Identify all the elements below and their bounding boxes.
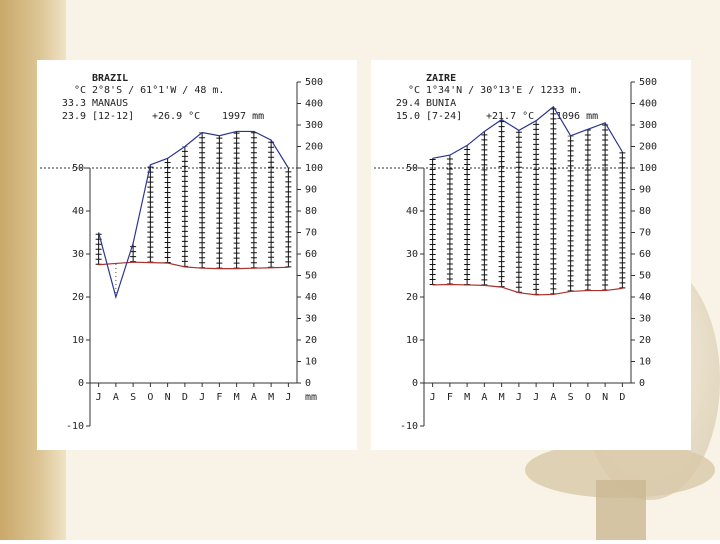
x-tick-label: A xyxy=(481,392,487,403)
x-tick-label: F xyxy=(216,392,222,403)
y2-tick-label: 30 xyxy=(639,314,651,325)
location: 2°8'S / 61°1'W / 48 m. xyxy=(92,85,224,96)
annual-temp: +21.7 °C xyxy=(486,111,534,122)
temperature-line xyxy=(432,283,623,296)
x-tick-label: J xyxy=(96,392,102,403)
x-tick-label: M xyxy=(234,392,240,403)
annual-precip: 1997 mm xyxy=(222,111,264,122)
y-tick-label: 20 xyxy=(406,292,418,303)
y2-tick-label: 50 xyxy=(305,271,317,282)
chart-title: ZAIRE xyxy=(426,73,456,84)
y2-tick-label: 200 xyxy=(305,142,323,153)
x-tick-label: S xyxy=(568,392,574,403)
precipitation-line xyxy=(432,105,623,159)
y-tick-label: 30 xyxy=(72,249,84,260)
y-tick-label: -10 xyxy=(400,421,418,432)
y-tick-label: 40 xyxy=(406,206,418,217)
x-tick-label: A xyxy=(251,392,257,403)
y2-tick-label: 90 xyxy=(305,185,317,196)
station: MANAUS xyxy=(92,98,128,109)
temperature-line xyxy=(98,261,289,270)
temp-extreme: 29.4 xyxy=(396,98,420,109)
y-tick-label: 20 xyxy=(72,292,84,303)
y2-tick-label: 500 xyxy=(305,77,323,88)
x-tick-label: J xyxy=(516,392,522,403)
temp-extreme: 15.0 xyxy=(396,111,420,122)
y2-tick-label: 10 xyxy=(305,357,317,368)
y-tick-label: -10 xyxy=(66,421,84,432)
x-tick-label: M xyxy=(268,392,274,403)
annual-precip: 1096 mm xyxy=(556,111,598,122)
temp-extreme: 33.3 xyxy=(62,98,86,109)
x-tick-label: S xyxy=(130,392,136,403)
x-tick-label: J xyxy=(199,392,205,403)
y2-axis-label: mm xyxy=(305,392,317,403)
decor-goblet-stem xyxy=(596,480,646,540)
y2-tick-label: 300 xyxy=(305,120,323,131)
y2-tick-label: 80 xyxy=(305,206,317,217)
y-tick-label: 10 xyxy=(406,335,418,346)
x-tick-label: N xyxy=(165,392,171,403)
y-tick-label: 0 xyxy=(412,378,418,389)
x-tick-label: O xyxy=(147,392,153,403)
y2-tick-label: 30 xyxy=(305,314,317,325)
x-tick-label: J xyxy=(533,392,539,403)
y2-tick-label: 50 xyxy=(639,271,651,282)
y2-tick-label: 60 xyxy=(639,249,651,260)
period: [12-12] xyxy=(92,111,134,122)
y2-tick-label: 0 xyxy=(639,378,645,389)
y2-tick-label: 40 xyxy=(639,292,651,303)
y2-tick-label: 300 xyxy=(639,120,657,131)
y2-tick-label: 10 xyxy=(639,357,651,368)
temp-extreme: 23.9 xyxy=(62,111,86,122)
y2-tick-label: 500 xyxy=(639,77,657,88)
y2-tick-label: 400 xyxy=(305,99,323,110)
chart-title: BRAZIL xyxy=(92,73,128,84)
period: [7-24] xyxy=(426,111,462,122)
y-tick-label: 10 xyxy=(72,335,84,346)
x-tick-label: J xyxy=(285,392,291,403)
y-tick-label: 40 xyxy=(72,206,84,217)
y2-tick-label: 200 xyxy=(639,142,657,153)
location: 1°34'N / 30°13'E / 1233 m. xyxy=(426,85,583,96)
y2-tick-label: 80 xyxy=(639,206,651,217)
x-tick-label: A xyxy=(113,392,119,403)
y-axis-label: °C xyxy=(408,85,420,96)
x-tick-label: D xyxy=(182,392,188,403)
y2-tick-label: 40 xyxy=(305,292,317,303)
y2-tick-label: 60 xyxy=(305,249,317,260)
y-axis-label: °C xyxy=(74,85,86,96)
y2-tick-label: 0 xyxy=(305,378,311,389)
annual-temp: +26.9 °C xyxy=(152,111,200,122)
y2-tick-label: 100 xyxy=(639,163,657,174)
x-tick-label: J xyxy=(430,392,436,403)
x-tick-label: D xyxy=(619,392,625,403)
y2-tick-label: 20 xyxy=(639,335,651,346)
y2-tick-label: 20 xyxy=(305,335,317,346)
x-tick-label: F xyxy=(447,392,453,403)
y-tick-label: 0 xyxy=(78,378,84,389)
x-tick-label: O xyxy=(585,392,591,403)
y2-tick-label: 70 xyxy=(305,228,317,239)
x-tick-label: M xyxy=(499,392,505,403)
precipitation-line xyxy=(98,130,289,300)
y2-tick-label: 100 xyxy=(305,163,323,174)
x-tick-label: M xyxy=(464,392,470,403)
decor-goblet-base xyxy=(525,442,715,498)
station: BUNIA xyxy=(426,98,456,109)
x-tick-label: A xyxy=(550,392,556,403)
y2-tick-label: 70 xyxy=(639,228,651,239)
y2-tick-label: 400 xyxy=(639,99,657,110)
y2-tick-label: 90 xyxy=(639,185,651,196)
y-tick-label: 30 xyxy=(406,249,418,260)
x-tick-label: N xyxy=(602,392,608,403)
